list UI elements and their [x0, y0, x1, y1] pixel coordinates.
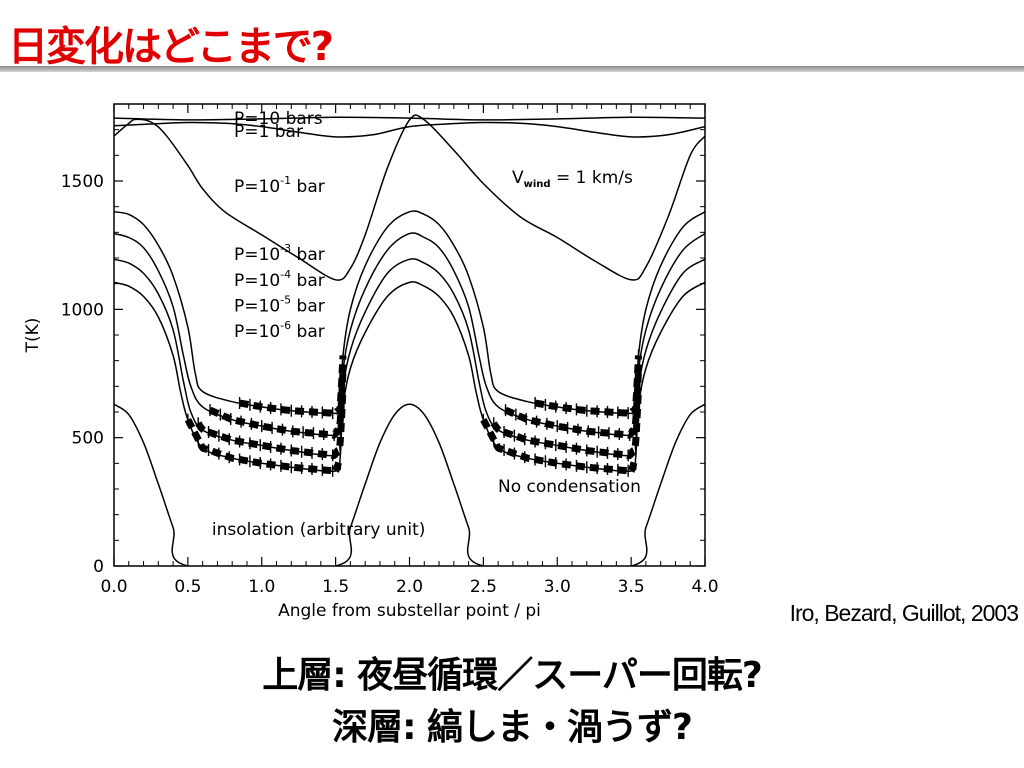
series-line-1: [114, 121, 705, 138]
series-label-0: P=10 bars: [234, 109, 323, 129]
caption-deep-layer: 深層: 縞しま・渦うず?: [332, 707, 693, 748]
x-axis-label: Angle from substellar point / pi: [278, 601, 541, 621]
x-tick-label: 3.5: [618, 577, 645, 597]
series-label-4: P=10-4 bar: [234, 268, 325, 291]
y-axis-label: T(K): [23, 318, 43, 354]
y-tick-label: 1500: [61, 172, 104, 192]
series-label-3: P=10-3 bar: [234, 242, 325, 265]
series-line-2: [114, 114, 705, 281]
series-line-4: [114, 232, 705, 437]
series-label-1: P=1 bar: [234, 122, 303, 142]
series-label-7: insolation (arbitrary unit): [212, 520, 426, 540]
series-line-6: [114, 281, 705, 473]
series-line-7: [114, 403, 705, 566]
x-tick-label: 1.5: [322, 577, 349, 597]
citation: Iro, Bezard, Guillot, 2003: [789, 600, 1019, 626]
condensation-segment-0-1: [534, 355, 642, 417]
condensation-segment-3-1: [480, 418, 638, 476]
x-tick-label: 2.0: [396, 577, 423, 597]
series-line-0: [114, 116, 705, 121]
condensation-segment-3-0: [184, 418, 342, 476]
series-label-5: P=10-5 bar: [234, 293, 325, 316]
y-tick-label: 1000: [61, 300, 104, 320]
annotation-no-condensation: No condensation: [498, 477, 641, 497]
condensation-segment-1-1: [504, 370, 642, 439]
x-tick-label: 1.0: [248, 577, 275, 597]
caption-upper-layer: 上層: 夜昼循環／スーパー回転?: [262, 655, 762, 696]
annotation-wind: Vwind = 1 km/s: [512, 168, 633, 190]
title-divider: [0, 66, 1024, 72]
x-tick-label: 0.5: [174, 577, 201, 597]
y-tick-label: 0: [93, 557, 104, 577]
series-label-6: P=10-6 bar: [234, 319, 325, 342]
slide-title: 日変化はどこまで?: [8, 24, 334, 70]
temperature-chart: 0.0 0.5 1.0 1.5 2.0 2.5 3.0 3.5 4.0050010001500 …: [23, 103, 719, 621]
condensation-segment-0-0: [238, 355, 347, 417]
x-tick-label: 0.0: [100, 577, 127, 597]
x-tick-label: 2.5: [470, 577, 497, 597]
x-tick-label: 4.0: [691, 577, 718, 597]
series-line-3: [114, 210, 705, 415]
x-tick-label: 3.0: [544, 577, 571, 597]
series-label-2: P=10-1 bar: [234, 174, 325, 197]
condensation-segment-1-0: [208, 370, 347, 439]
y-tick-label: 500: [72, 429, 104, 449]
